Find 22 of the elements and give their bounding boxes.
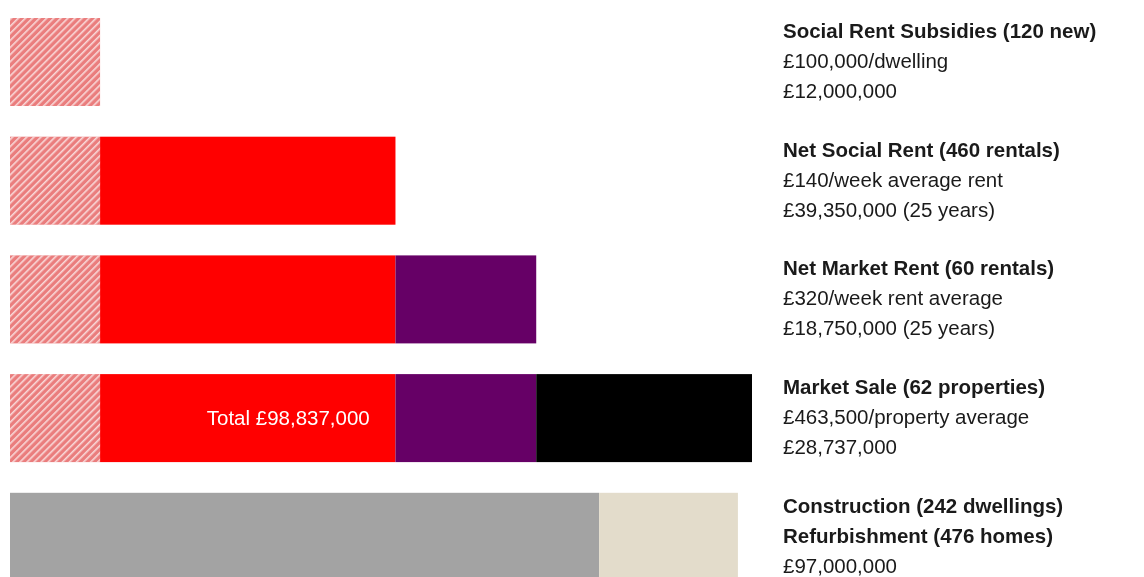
text: £12,000,000 (783, 79, 898, 102)
text: £97,000,000 (783, 553, 898, 577)
text: Refurbishment (476 homes) (783, 523, 1053, 547)
bar (100, 374, 396, 463)
bar (100, 255, 396, 344)
text: £320/week rent average (783, 286, 1003, 310)
text: £18,750,000 (25 years) (783, 316, 995, 340)
annotation: Total £98,837,000 (206, 406, 370, 430)
bar (395, 255, 537, 344)
text: Social Rent Subsidies (120 new) (783, 19, 1097, 42)
series-label: Market Sale (62 properties) (783, 375, 1046, 399)
bar (100, 136, 396, 225)
text: £100,000/dwelling (783, 49, 949, 72)
bar (536, 374, 752, 463)
text: £28,737,000 (783, 435, 898, 459)
text: Net Market Rent (60 rentals) (783, 256, 1055, 280)
text: £463,500/property average (783, 405, 1030, 429)
text: £39,350,000 (25 years) (783, 197, 995, 221)
text: Net Social Rent (460 rentals) (783, 137, 1060, 161)
bar (395, 374, 537, 463)
text: Construction (242 dwellings) (783, 493, 1064, 517)
text: £140/week average rent (783, 167, 1004, 191)
